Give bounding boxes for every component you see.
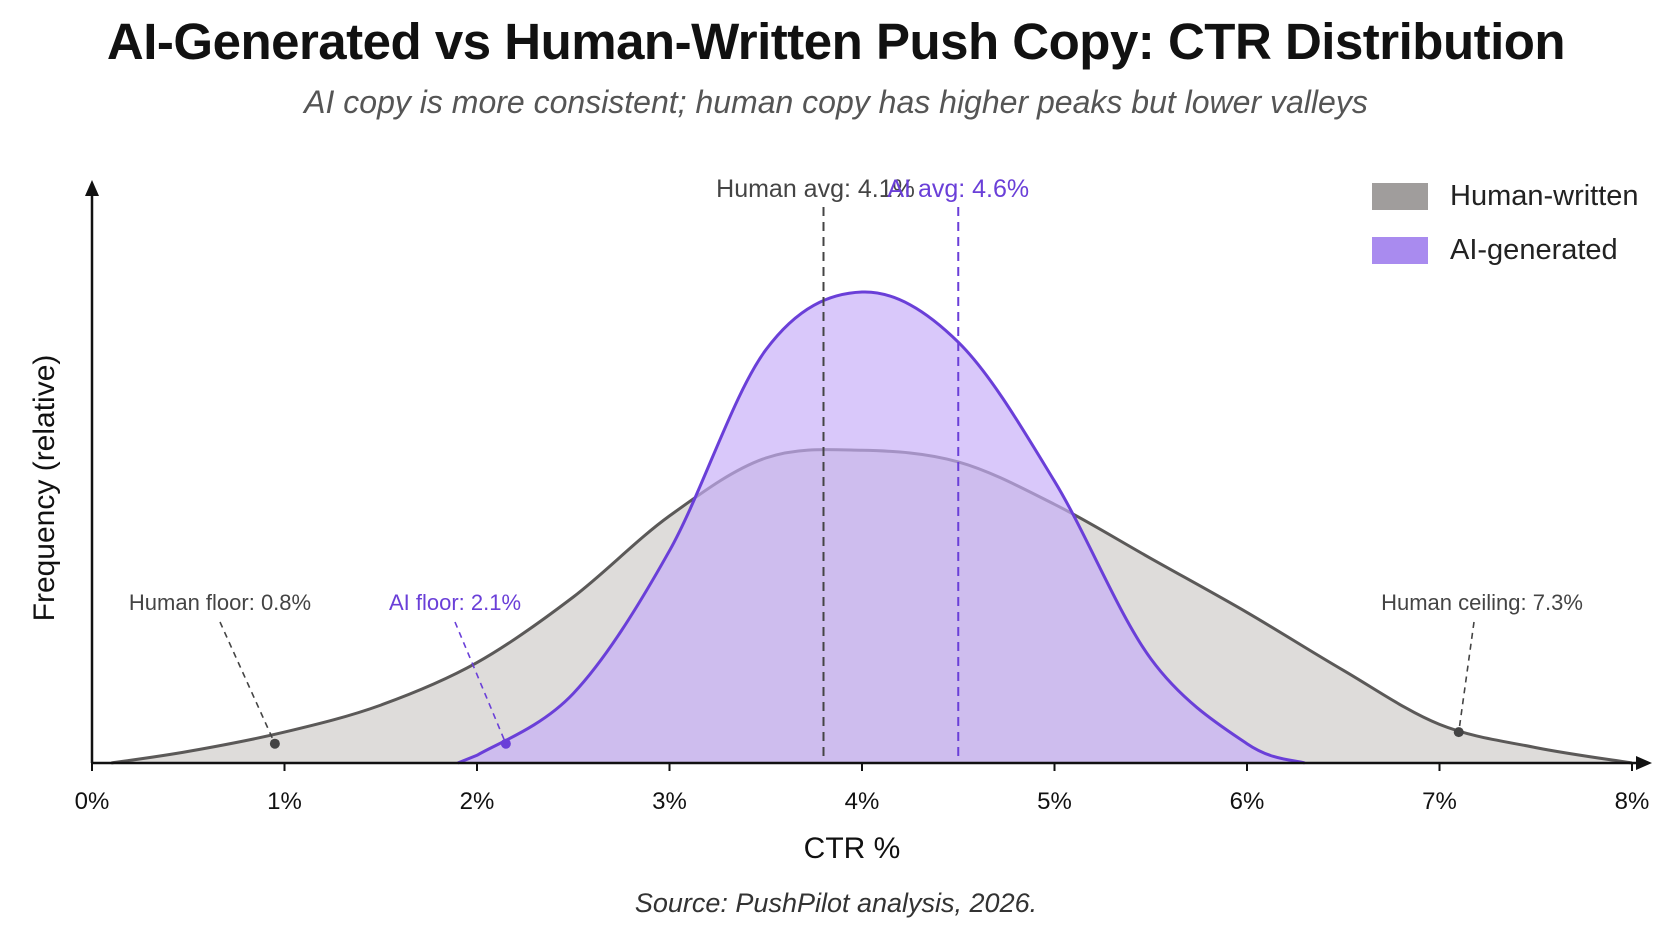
x-tick-label: 6% <box>1230 788 1265 815</box>
annotation-point-ai-floor <box>500 738 511 749</box>
x-tick-label: 7% <box>1422 788 1457 815</box>
legend-swatch-human <box>1372 182 1428 210</box>
x-tick-label: 8% <box>1615 788 1650 815</box>
legend-item-human: Human-written <box>1372 176 1639 216</box>
x-axis-arrow-icon <box>1636 756 1652 770</box>
x-tick-label: 5% <box>1037 788 1072 815</box>
x-tick-label: 3% <box>652 788 687 815</box>
refline-label-human-avg: Human avg: 4.1% <box>716 175 915 203</box>
legend-item-ai: AI-generated <box>1372 230 1618 270</box>
x-tick-label: 1% <box>267 788 302 815</box>
x-tick-label: 0% <box>75 788 110 815</box>
chart-subtitle: AI copy is more consistent; human copy h… <box>304 84 1368 120</box>
annotation-label-ai-floor: AI floor: 2.1% <box>389 590 521 615</box>
chart-title: AI-Generated vs Human-Written Push Copy:… <box>106 13 1566 70</box>
x-tick-label: 2% <box>460 788 495 815</box>
source-note: Source: PushPilot analysis, 2026. <box>634 888 1038 918</box>
line-ai <box>457 290 1306 765</box>
legend-swatch-ai <box>1372 236 1428 264</box>
annotation-leader-human-ceiling <box>1457 621 1475 733</box>
area-ai <box>457 291 1305 763</box>
legend-label-human: Human-written <box>1450 179 1639 212</box>
annotation-leader-human-floor <box>219 621 276 745</box>
annotation-label-human-floor: Human floor: 0.8% <box>129 590 311 615</box>
legend-label-ai: AI-generated <box>1450 233 1618 266</box>
refline-label-ai-avg: AI avg: 4.6% <box>887 175 1029 203</box>
annotation-label-human-ceiling: Human ceiling: 7.3% <box>1381 590 1583 615</box>
annotation-point-human-floor <box>269 738 280 749</box>
x-tick-label: 4% <box>845 788 880 815</box>
y-axis-label: Frequency (relative) <box>28 355 61 622</box>
x-axis-label: CTR % <box>804 832 901 865</box>
annotation-point-human-ceiling <box>1453 727 1464 738</box>
y-axis-arrow-icon <box>85 180 99 196</box>
